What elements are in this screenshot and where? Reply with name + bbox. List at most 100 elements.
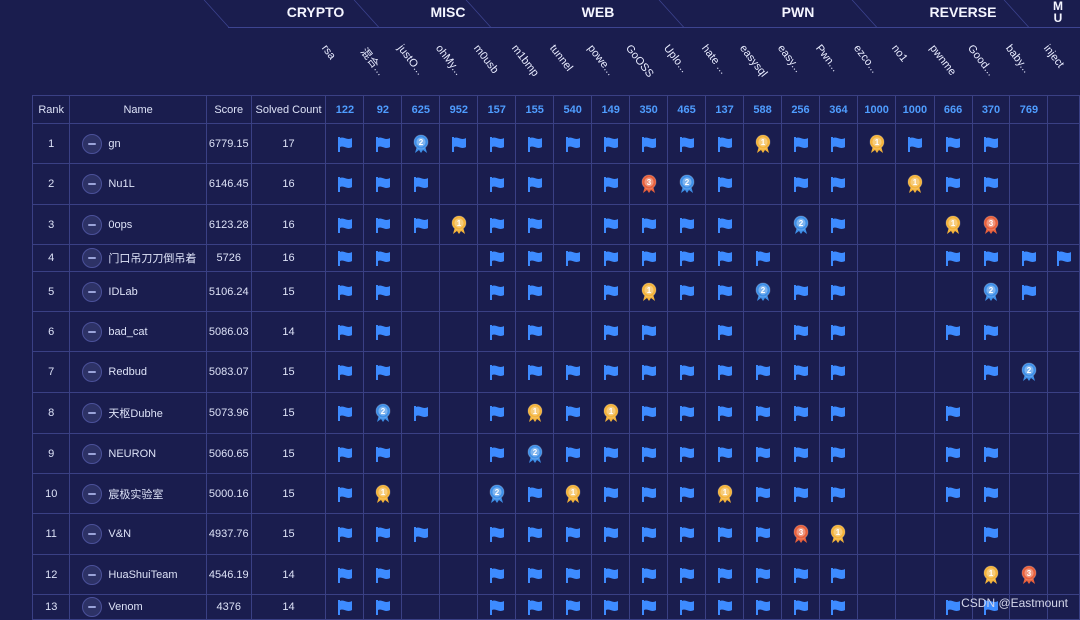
team-name-cell[interactable]: HuaShuiTeam [69,554,207,595]
challenge-name-17[interactable]: pwnme [927,42,959,78]
challenge-name-13[interactable]: easy... [775,42,804,75]
team-name[interactable]: 0ops [108,218,133,231]
challenge-points-15: 1000 [856,95,897,124]
svg-text:1: 1 [874,138,879,147]
challenge-name-14[interactable]: Pwn... [813,42,842,75]
challenge-cell [553,351,593,393]
solved-count-cell: 14 [250,554,327,595]
challenge-cell [515,271,555,312]
team-row[interactable]: 9 NEURON 5060.65 15 2 [31,433,1080,474]
challenge-name-3[interactable]: justO... [395,42,426,78]
challenge-name-12[interactable]: easysql [737,42,770,80]
challenge-cell [401,244,441,272]
solved-flag-icon [717,600,732,615]
category-6[interactable]: M U [1053,0,1063,25]
team-name-cell[interactable]: 0ops [69,204,207,245]
challenge-cell: 2 [401,123,441,164]
challenge-cell: 1 [856,123,897,164]
team-row[interactable]: 10 宸极实验室 5000.16 15 1 2 1 1 [31,473,1080,514]
solved-flag-icon [375,284,390,300]
team-name-cell[interactable]: Redbud [69,351,207,393]
category-4[interactable]: PWN [781,4,815,20]
team-name-cell[interactable]: 天枢Dubhe [69,392,207,434]
team-name[interactable]: 天枢Dubhe [108,408,163,420]
challenge-name-20[interactable]: inject [1041,42,1067,71]
category-1[interactable]: CRYPTO [286,4,345,20]
team-row[interactable]: 1 gn 6779.15 17 2 1 1 [31,123,1080,164]
challenge-name-1[interactable]: rsa [319,42,338,63]
team-name-cell[interactable]: gn [69,123,207,164]
challenge-name-16[interactable]: no1 [889,42,910,65]
team-name[interactable]: Redbud [108,366,147,378]
challenge-name-8[interactable]: powe... [585,42,617,78]
team-row[interactable]: 11 V&N 4937.76 15 3 1 [31,513,1080,555]
challenge-cell [933,123,973,164]
challenge-cell [363,271,403,312]
team-name[interactable]: NEURON [108,447,157,460]
team-row[interactable]: 4 门口吊刀刀倒吊着 5726 16 [31,244,1080,272]
challenge-cell [591,554,631,595]
team-name-cell[interactable]: Nu1L [69,163,207,205]
challenge-cell [363,433,403,474]
team-name-cell[interactable]: NEURON [69,433,207,474]
solved-flag-icon [946,446,961,462]
team-row[interactable]: 8 天枢Dubhe 5073.96 15 2 1 1 [31,392,1080,434]
team-avatar-icon [82,174,103,194]
team-name[interactable]: bad_cat [108,325,148,338]
challenge-name-19[interactable]: baby... [1003,42,1033,76]
challenge-name-7[interactable]: tunnel [547,42,575,74]
challenge-cell [629,513,669,555]
team-name[interactable]: 门口吊刀刀倒吊着 [108,253,197,265]
solved-flag-icon [337,406,352,421]
name-header: Name [69,95,207,124]
solved-flag-icon [337,217,352,233]
challenge-name-11[interactable]: hate ... [699,42,730,77]
team-row[interactable]: 6 bad_cat 5086.03 14 [31,311,1080,352]
category-5[interactable]: REVERSE [929,4,997,20]
svg-text:1: 1 [570,488,575,497]
team-name-cell[interactable]: 门口吊刀刀倒吊着 [69,244,207,272]
challenge-name-10[interactable]: Uplo... [661,42,691,76]
team-name-cell[interactable]: bad_cat [69,311,207,352]
category-3[interactable]: WEB [581,4,615,20]
team-name[interactable]: 宸极实验室 [108,488,164,501]
challenge-cell [363,244,403,272]
team-name[interactable]: IDLab [108,285,138,298]
team-row[interactable]: 7 Redbud 5083.07 15 2 [31,351,1080,393]
team-name[interactable]: Nu1L [108,178,135,190]
challenge-name-2[interactable]: 混合... [357,45,387,78]
challenge-name-6[interactable]: m1bmp [509,42,542,79]
challenge-name-15[interactable]: ezco... [851,42,881,76]
solved-flag-icon [641,365,656,380]
challenge-cell [477,271,517,312]
team-row[interactable]: 12 HuaShuiTeam 4546.19 14 1 3 [31,554,1080,595]
category-2[interactable]: MISC [430,4,466,20]
challenge-name-5[interactable]: m0usb [471,42,501,77]
challenge-cell [781,351,820,393]
team-row[interactable]: 2 Nu1L 6146.45 16 3 2 1 [31,163,1080,205]
solved-flag-icon [527,177,542,192]
challenge-cell [818,204,858,245]
solved-flag-icon [793,600,808,615]
challenge-cell [818,392,858,434]
team-name-cell[interactable]: V&N [69,513,207,555]
challenge-name-4[interactable]: ohMy... [433,42,465,78]
team-name-cell[interactable]: 宸极实验室 [69,473,207,514]
team-row[interactable]: 3 0ops 6123.28 16 1 2 1 3 [31,204,1080,245]
solved-flag-icon [793,324,808,340]
team-name[interactable]: Venom [108,601,143,613]
challenge-cell [1009,123,1049,164]
team-name-cell[interactable]: IDLab [69,271,207,312]
team-row[interactable]: 5 IDLab 5106.24 15 1 2 2 [31,271,1080,312]
challenge-name-9[interactable]: GoOSS [623,42,656,80]
challenge-cell [1047,392,1080,434]
challenge-name-18[interactable]: Good... [965,42,997,79]
team-name[interactable]: gn [108,137,121,150]
challenge-cell [1009,163,1049,205]
team-name[interactable]: V&N [108,528,132,540]
solved-flag-icon [603,177,618,192]
team-name[interactable]: HuaShuiTeam [108,568,178,581]
score-cell: 4937.76 [205,513,252,555]
challenge-cell [629,351,669,393]
challenge-points-19: 769 [1009,95,1049,124]
